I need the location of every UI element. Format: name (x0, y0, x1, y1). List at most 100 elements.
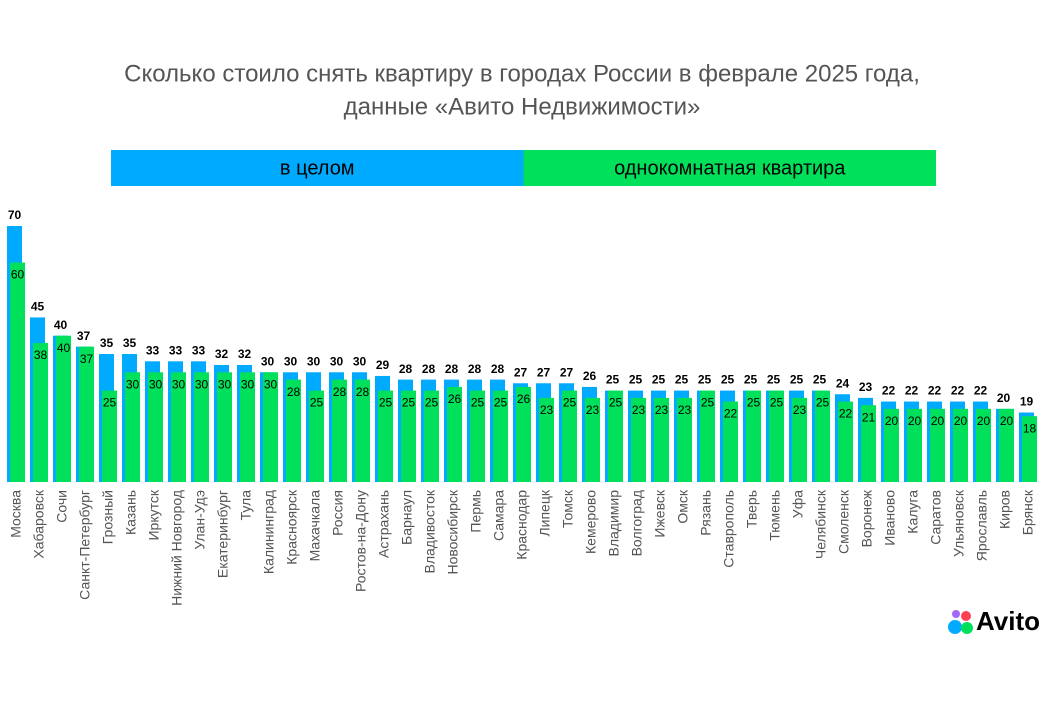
value-label: 27 (560, 365, 574, 379)
chart-title: данные «Авито Недвижимости» (344, 93, 701, 120)
value-label: 30 (307, 354, 321, 368)
x-tick-label: Ульяновск (951, 489, 967, 557)
value-label: 30 (264, 377, 278, 391)
value-label: 20 (954, 414, 968, 428)
value-label: 25 (744, 373, 758, 387)
value-label: 30 (149, 377, 163, 391)
value-label: 30 (284, 354, 298, 368)
value-label: 26 (448, 392, 462, 406)
value-label: 28 (422, 362, 436, 376)
value-label: 22 (951, 384, 965, 398)
value-label: 33 (146, 343, 160, 357)
x-tick-label: Ижевск (652, 489, 668, 537)
value-label: 32 (215, 347, 229, 361)
value-label: 28 (491, 362, 505, 376)
bar (10, 262, 25, 482)
value-label: 23 (678, 403, 692, 417)
bar (723, 401, 738, 482)
bar (355, 379, 370, 482)
value-label: 23 (793, 403, 807, 417)
x-tick-label: Волгоград (629, 490, 645, 556)
x-tick-label: Самара (491, 490, 507, 541)
value-label: 18 (1023, 421, 1037, 435)
value-label: 25 (816, 396, 830, 410)
x-tick-label: Красноярск (284, 489, 300, 565)
x-tick-label: Липецк (537, 489, 553, 536)
value-label: 33 (192, 343, 206, 357)
x-tick-label: Сочи (54, 490, 70, 523)
value-label: 28 (287, 385, 301, 399)
value-label: 25 (675, 373, 689, 387)
x-tick-label: Иркутск (146, 489, 162, 540)
value-label: 25 (701, 396, 715, 410)
x-tick-label: Краснодар (514, 490, 530, 560)
value-label: 38 (34, 348, 48, 362)
bar (286, 379, 301, 482)
value-label: 40 (57, 341, 71, 355)
x-tick-label: Россия (330, 490, 346, 536)
value-label: 25 (494, 396, 508, 410)
logo: Avito (948, 606, 1040, 636)
value-label: 30 (218, 377, 232, 391)
x-tick-label: Иваново (882, 490, 898, 546)
value-label: 22 (724, 407, 738, 421)
x-tick-label: Омск (675, 489, 691, 524)
legend-label: в целом (280, 157, 355, 179)
bar (677, 397, 692, 482)
x-tick-label: Нижний Новгород (169, 490, 185, 606)
x-tick-label: Рязань (698, 490, 714, 536)
value-label: 20 (931, 414, 945, 428)
value-label: 30 (172, 377, 186, 391)
value-label: 25 (563, 396, 577, 410)
value-label: 23 (859, 380, 873, 394)
value-label: 20 (1000, 414, 1014, 428)
value-label: 20 (908, 414, 922, 428)
x-tick-label: Уфа (790, 490, 806, 518)
value-label: 25 (770, 396, 784, 410)
bar (585, 397, 600, 482)
bar (148, 372, 163, 482)
x-tick-label: Санкт-Петербург (77, 490, 93, 600)
value-label: 26 (583, 369, 597, 383)
bar (263, 372, 278, 482)
bar (102, 390, 117, 482)
value-label: 20 (977, 414, 991, 428)
value-label: 30 (126, 377, 140, 391)
logo-dot (961, 611, 971, 621)
value-label: 30 (330, 354, 344, 368)
logo-dot (948, 620, 962, 634)
value-label: 28 (468, 362, 482, 376)
value-label: 32 (238, 347, 252, 361)
x-tick-label: Томск (560, 489, 576, 528)
bar (171, 372, 186, 482)
bar (194, 372, 209, 482)
logo-text: Avito (976, 606, 1040, 636)
x-tick-label: Хабаровск (31, 489, 47, 558)
x-tick-label: Брянск (1020, 489, 1036, 535)
bar (976, 408, 991, 482)
value-label: 25 (310, 396, 324, 410)
value-label: 35 (123, 336, 137, 350)
value-label: 23 (655, 403, 669, 417)
value-label: 25 (425, 396, 439, 410)
x-tick-label: Владимир (606, 490, 622, 557)
value-label: 25 (103, 396, 117, 410)
x-tick-label: Смоленск (836, 489, 852, 554)
bar (378, 390, 393, 482)
value-label: 25 (813, 373, 827, 387)
x-tick-label: Улан-Удэ (192, 490, 208, 550)
x-tick-label: Воронеж (859, 489, 875, 547)
value-label: 25 (698, 373, 712, 387)
value-label: 21 (862, 410, 876, 424)
legend-label: однокомнатная квартира (614, 157, 846, 179)
x-tick-label: Киров (997, 490, 1013, 529)
x-tick-label: Тюмень (767, 490, 783, 541)
value-label: 22 (974, 384, 988, 398)
value-label: 25 (721, 373, 735, 387)
chart-title: Сколько стоило снять квартиру в городах … (124, 60, 920, 87)
bar (539, 397, 554, 482)
value-label: 25 (609, 396, 623, 410)
value-label: 37 (77, 329, 91, 343)
value-label: 22 (905, 384, 919, 398)
bar (56, 335, 71, 482)
